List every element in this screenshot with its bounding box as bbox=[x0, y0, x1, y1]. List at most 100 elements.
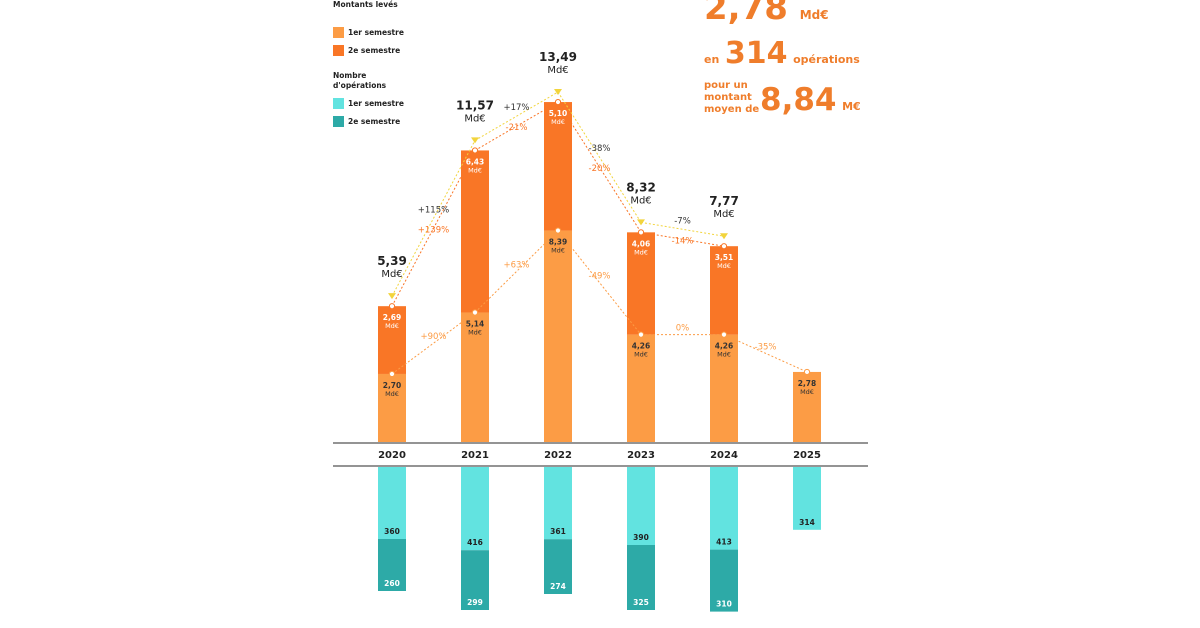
dot-s1-2022 bbox=[554, 227, 562, 234]
trend-total-1 bbox=[474, 91, 559, 141]
bar-s2-2020 bbox=[378, 306, 406, 374]
change-s2-3: -14% bbox=[672, 236, 694, 246]
ops-bar-s2-2022 bbox=[544, 539, 572, 594]
total-unit-2023: Md€ bbox=[630, 195, 651, 206]
change-s1-3: 0% bbox=[676, 324, 690, 334]
change-s2-2: -20% bbox=[589, 164, 611, 174]
total-label-2021: 11,57 bbox=[456, 98, 494, 112]
data-unit-s1-2025: Md€ bbox=[800, 388, 814, 396]
data-label-s1-2024: 4,26 bbox=[715, 342, 734, 351]
ops-label-s1-2020: 360 bbox=[384, 527, 400, 536]
total-unit-2024: Md€ bbox=[713, 209, 734, 220]
legend-item-ops-s2: 2e semestre bbox=[333, 116, 423, 127]
trend-s2-0 bbox=[391, 150, 476, 307]
legend-label-ops-s2: 2e semestre bbox=[348, 117, 401, 126]
tick-label-2021: 2021 bbox=[461, 450, 489, 461]
dot-s2-2023 bbox=[637, 229, 645, 236]
change-s1-1: +63% bbox=[503, 261, 529, 271]
legend-item-amount-s1: 1er semestre bbox=[333, 27, 423, 38]
trend-total-2 bbox=[557, 91, 642, 223]
legend-operations-title: Nombre d'opérations bbox=[333, 71, 387, 90]
change-s1-2: -49% bbox=[589, 272, 611, 282]
summary-avg-value: 8,84 bbox=[760, 82, 837, 118]
data-unit-s2-2021: Md€ bbox=[468, 166, 482, 174]
bar-s2-2021 bbox=[461, 150, 489, 313]
bar-s1-2024 bbox=[710, 334, 738, 442]
change-s1-0: +90% bbox=[420, 332, 446, 342]
summary-ops: en 314 opérations bbox=[704, 36, 860, 71]
legend-item-amount-s2: 2e semestre bbox=[333, 45, 423, 56]
ops-label-s2-2021: 299 bbox=[467, 598, 483, 607]
legend-label-amount-s2: 2e semestre bbox=[348, 46, 401, 55]
data-label-s2-2024: 3,51 bbox=[715, 253, 734, 262]
ops-bar-s1-2025 bbox=[793, 467, 821, 530]
ops-bar-s1-2020 bbox=[378, 467, 406, 539]
ops-bar-s1-2022 bbox=[544, 467, 572, 540]
data-label-s2-2020: 2,69 bbox=[383, 313, 402, 322]
dot-s2-2020 bbox=[388, 303, 396, 310]
summary-avg-prefix-3: moyen de bbox=[704, 104, 760, 115]
data-unit-s2-2023: Md€ bbox=[634, 248, 648, 256]
tick-label-2024: 2024 bbox=[710, 450, 738, 461]
total-label-2020: 5,39 bbox=[377, 254, 407, 268]
total-marker-2021 bbox=[471, 137, 479, 144]
ops-bar-s2-2024 bbox=[710, 549, 738, 612]
summary-total: 2,78 Md€ bbox=[704, 0, 829, 28]
tick-label-2020: 2020 bbox=[378, 450, 406, 461]
total-marker-2023 bbox=[637, 219, 645, 226]
bar-s1-2021 bbox=[461, 312, 489, 442]
dot-s1-2021 bbox=[471, 309, 479, 316]
change-total-2: -38% bbox=[589, 144, 611, 154]
data-unit-s1-2021: Md€ bbox=[468, 328, 482, 336]
data-label-s1-2021: 5,14 bbox=[466, 319, 485, 328]
ops-label-s1-2025: 314 bbox=[799, 518, 815, 527]
summary-avg-unit: M€ bbox=[842, 100, 861, 113]
ops-label-s1-2023: 390 bbox=[633, 533, 649, 542]
change-s1-4: -35% bbox=[755, 342, 777, 352]
change-s2-0: +139% bbox=[418, 225, 449, 235]
data-label-s2-2021: 6,43 bbox=[466, 157, 485, 166]
data-label-s1-2020: 2,70 bbox=[383, 381, 402, 390]
legend-item-ops-s1: 1er semestre bbox=[333, 98, 423, 109]
total-label-2022: 13,49 bbox=[539, 50, 577, 64]
legend-swatch-amount-s1 bbox=[333, 27, 344, 38]
dot-s1-2024 bbox=[720, 331, 728, 338]
data-unit-s1-2020: Md€ bbox=[385, 390, 399, 398]
trend-s1-1 bbox=[474, 230, 559, 313]
tick-label-2025: 2025 bbox=[793, 450, 821, 461]
bar-s1-2023 bbox=[627, 334, 655, 442]
change-total-0: +115% bbox=[418, 205, 449, 215]
ops-bar-s2-2020 bbox=[378, 539, 406, 591]
dot-s2-2024 bbox=[720, 243, 728, 250]
ops-label-s1-2021: 416 bbox=[467, 538, 483, 547]
total-label-2024: 7,77 bbox=[709, 194, 739, 208]
summary-avg-prefix-2: montant bbox=[704, 92, 752, 103]
bar-s1-2020 bbox=[378, 373, 406, 442]
legend-swatch-ops-s1 bbox=[333, 98, 344, 109]
trend-s2-2 bbox=[557, 101, 642, 233]
data-unit-s2-2024: Md€ bbox=[717, 262, 731, 270]
summary-total-value: 2,78 bbox=[704, 0, 788, 28]
dot-s2-2021 bbox=[471, 147, 479, 154]
summary-ops-prefix: en bbox=[704, 53, 720, 66]
dot-s2-2022 bbox=[554, 98, 562, 106]
summary-ops-value: 314 bbox=[724, 36, 788, 71]
ops-label-s2-2022: 274 bbox=[550, 582, 566, 591]
data-label-s1-2025: 2,78 bbox=[798, 379, 817, 388]
dot-s1-2023 bbox=[637, 331, 645, 338]
dot-s1-2025 bbox=[803, 368, 811, 376]
total-marker-2024 bbox=[720, 233, 728, 240]
ops-label-s2-2020: 260 bbox=[384, 579, 400, 588]
bar-s1-2025 bbox=[793, 371, 821, 442]
total-unit-2022: Md€ bbox=[547, 65, 568, 76]
total-marker-2022 bbox=[554, 89, 562, 96]
trend-s2-1 bbox=[474, 101, 559, 151]
summary-total-unit: Md€ bbox=[799, 8, 829, 22]
data-label-s1-2023: 4,26 bbox=[632, 342, 651, 351]
data-unit-s1-2024: Md€ bbox=[717, 351, 731, 359]
legend-label-ops-s1: 1er semestre bbox=[348, 99, 404, 108]
summary-avg-prefix-1: pour un bbox=[704, 80, 748, 91]
data-label-s1-2022: 8,39 bbox=[549, 238, 568, 247]
